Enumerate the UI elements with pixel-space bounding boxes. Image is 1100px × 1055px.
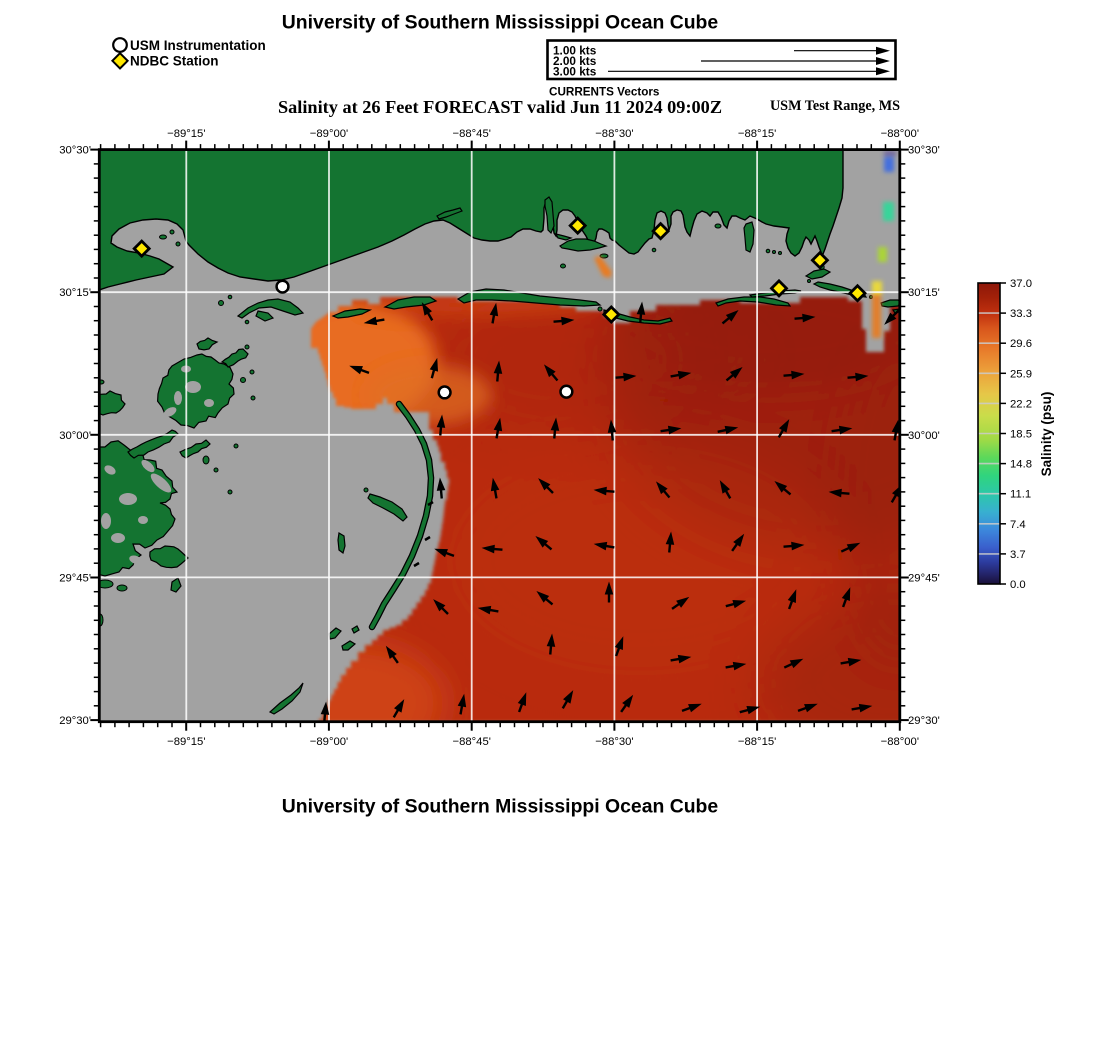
svg-text:−89°15': −89°15' <box>167 736 205 748</box>
svg-text:−88°00': −88°00' <box>881 128 919 140</box>
svg-text:USM Test Range, MS: USM Test Range, MS <box>770 98 900 114</box>
svg-text:3.00 kts: 3.00 kts <box>553 64 597 78</box>
svg-text:−88°00': −88°00' <box>881 736 919 748</box>
svg-text:−89°00': −89°00' <box>310 736 348 748</box>
svg-text:−89°15': −89°15' <box>167 128 205 140</box>
svg-text:−88°15': −88°15' <box>738 128 776 140</box>
svg-text:Salinity (psu): Salinity (psu) <box>1039 392 1054 477</box>
svg-text:30°00': 30°00' <box>59 430 91 442</box>
svg-text:22.2: 22.2 <box>1010 398 1032 410</box>
svg-text:1.00 kts: 1.00 kts <box>553 44 597 58</box>
svg-text:29°30': 29°30' <box>59 715 91 727</box>
svg-text:30°30': 30°30' <box>59 145 91 157</box>
svg-text:11.1: 11.1 <box>1010 489 1031 501</box>
svg-text:29°45': 29°45' <box>908 572 940 584</box>
svg-text:7.4: 7.4 <box>1010 519 1026 531</box>
svg-text:25.9: 25.9 <box>1010 368 1032 380</box>
svg-text:−88°15': −88°15' <box>738 736 776 748</box>
svg-text:18.5: 18.5 <box>1010 429 1032 441</box>
svg-text:−89°00': −89°00' <box>310 128 348 140</box>
svg-text:30°15': 30°15' <box>59 287 91 299</box>
svg-text:30°15': 30°15' <box>908 287 940 299</box>
svg-text:30°00': 30°00' <box>908 430 940 442</box>
svg-text:University of Southern Mississ: University of Southern Mississippi Ocean… <box>282 796 719 818</box>
svg-text:3.7: 3.7 <box>1010 549 1026 561</box>
svg-text:37.0: 37.0 <box>1010 278 1032 290</box>
svg-text:Salinity at 26 Feet FORECAST v: Salinity at 26 Feet FORECAST valid Jun 1… <box>278 97 722 117</box>
svg-text:USM Instrumentation: USM Instrumentation <box>130 38 266 53</box>
svg-text:29.6: 29.6 <box>1010 338 1032 350</box>
svg-text:−88°45': −88°45' <box>452 128 490 140</box>
svg-text:29°30': 29°30' <box>908 715 940 727</box>
svg-text:14.8: 14.8 <box>1010 459 1032 471</box>
svg-text:NDBC Station: NDBC Station <box>130 54 219 69</box>
svg-text:0.0: 0.0 <box>1010 579 1026 591</box>
svg-text:2.00 kts: 2.00 kts <box>553 54 597 68</box>
svg-text:−88°30': −88°30' <box>595 736 633 748</box>
svg-text:33.3: 33.3 <box>1010 308 1032 320</box>
svg-text:−88°45': −88°45' <box>452 736 490 748</box>
svg-text:University of Southern Mississ: University of Southern Mississippi Ocean… <box>282 12 719 34</box>
svg-text:CURRENTS Vectors: CURRENTS Vectors <box>549 86 660 99</box>
svg-text:29°45': 29°45' <box>59 572 91 584</box>
svg-text:30°30': 30°30' <box>908 145 940 157</box>
svg-text:−88°30': −88°30' <box>595 128 633 140</box>
